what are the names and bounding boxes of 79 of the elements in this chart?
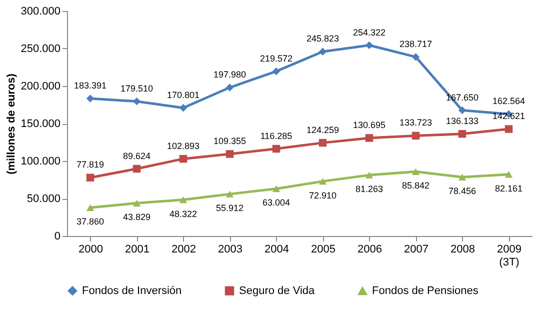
data-label: 197.980 (213, 70, 246, 80)
legend-label: Seguro de Vida (239, 284, 316, 297)
point (365, 134, 374, 142)
data-label: 109.355 (213, 136, 246, 146)
data-label: 102.893 (166, 140, 200, 151)
point (365, 172, 374, 178)
point (272, 185, 280, 192)
point (272, 144, 280, 153)
point (179, 154, 188, 163)
y-tick-label: 300.000 (20, 6, 60, 18)
x-tick-label: 2009 (3T) (497, 244, 522, 268)
point (226, 190, 234, 198)
point (504, 171, 513, 178)
data-label: 124.259 (306, 124, 340, 135)
data-label: 82.161 (494, 183, 523, 194)
data-label: 133.723 (399, 118, 432, 128)
data-label: 179.510 (120, 83, 154, 94)
y-axis-title: (millones de euros) (6, 73, 18, 174)
x-tick-label: 2004 (264, 244, 289, 256)
data-label: 77.819 (76, 160, 104, 170)
point (132, 164, 141, 173)
point (318, 48, 327, 56)
point (412, 53, 420, 61)
x-tick-label: 2008 (450, 244, 475, 256)
x-tick-label: 2006 (358, 244, 382, 256)
point (179, 196, 188, 204)
y-tick-label: 0 (54, 230, 60, 242)
data-label: 245.823 (306, 34, 340, 44)
data-label: 89.624 (122, 150, 151, 161)
point (458, 174, 466, 181)
point (226, 150, 234, 158)
point (86, 174, 94, 182)
x-tick-label: 2003 (218, 244, 242, 256)
point (132, 97, 141, 106)
point (318, 178, 327, 185)
point (318, 138, 327, 147)
data-label: 63.004 (262, 198, 290, 208)
data-label: 142.621 (492, 111, 526, 122)
data-label: 72.910 (308, 190, 337, 200)
x-tick-label: 2007 (404, 244, 428, 256)
data-label: 55.912 (216, 203, 244, 214)
data-label: 81.263 (355, 184, 384, 194)
data-label: 116.285 (260, 130, 292, 141)
data-label: 78.456 (448, 186, 476, 196)
data-label: 183.391 (74, 80, 107, 90)
y-tick-label: 50.000 (26, 193, 60, 205)
point (132, 200, 141, 206)
point (458, 130, 466, 138)
x-tick-label: 2001 (125, 244, 150, 256)
point (458, 106, 466, 114)
data-label: 43.829 (122, 212, 151, 222)
point (226, 84, 234, 92)
y-tick-label: 150.000 (20, 118, 60, 130)
data-label: 85.842 (402, 180, 430, 191)
data-label: 162.564 (492, 96, 526, 106)
point (504, 125, 513, 133)
point (412, 132, 420, 140)
x-tick-label: 2005 (311, 244, 336, 256)
data-label: 130.695 (352, 120, 386, 130)
data-label: 238.717 (399, 38, 432, 49)
point (86, 94, 94, 102)
point (272, 67, 280, 76)
data-label: 219.572 (260, 53, 293, 64)
point (179, 104, 188, 112)
legend-label: Fondos de Inversión (82, 284, 182, 297)
y-tick-label: 100.000 (20, 156, 60, 168)
y-tick-label: 200.000 (20, 80, 60, 92)
point (412, 168, 420, 175)
point (365, 41, 374, 50)
data-label: 37.860 (76, 216, 104, 227)
y-tick-label: 250.000 (20, 43, 60, 55)
point (86, 204, 94, 211)
x-tick-label: 2000 (78, 244, 103, 256)
x-tick-label: 2002 (172, 244, 196, 256)
legend-label: Fondos de Pensiones (372, 285, 479, 298)
data-label: 136.133 (446, 116, 479, 126)
data-label: 48.322 (169, 208, 198, 219)
data-label: 254.322 (352, 27, 386, 38)
data-label: 170.801 (166, 90, 200, 100)
